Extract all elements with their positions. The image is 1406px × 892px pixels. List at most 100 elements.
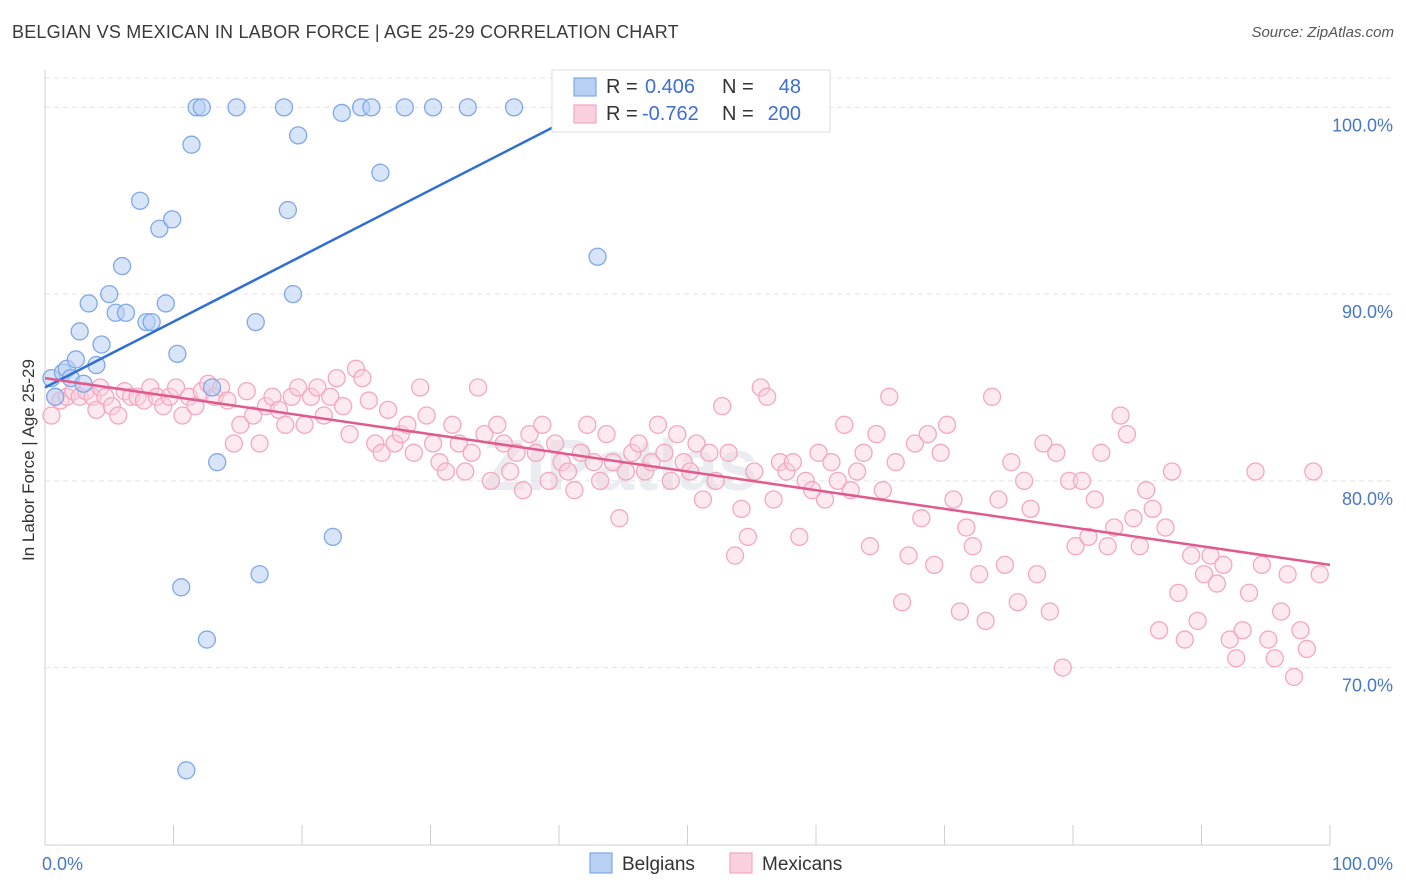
point-mexicans — [1117, 425, 1137, 444]
x-tick-label: 100.0% — [1332, 854, 1393, 874]
point-belgians — [142, 312, 161, 332]
point-belgians — [274, 98, 294, 117]
point-mexicans — [899, 546, 918, 565]
point-mexicans — [224, 434, 244, 453]
point-belgians — [192, 98, 211, 117]
point-mexicans — [488, 415, 507, 434]
point-mexicans — [443, 415, 462, 434]
point-mexicans — [96, 387, 115, 406]
series-belgians — [42, 98, 607, 780]
point-mexicans — [957, 518, 976, 537]
point-mexicans — [1239, 583, 1259, 603]
point-belgians — [278, 200, 298, 220]
chart-title: BELGIAN VS MEXICAN IN LABOR FORCE | AGE … — [12, 22, 679, 42]
point-mexicans — [423, 434, 443, 453]
bottom-legend-belgians: Belgians — [622, 854, 695, 875]
point-belgians — [168, 344, 187, 364]
point-mexicans — [610, 509, 629, 528]
point-mexicans — [963, 537, 982, 556]
point-mexicans — [616, 462, 635, 481]
point-mexicans — [501, 462, 520, 481]
point-belgians — [66, 350, 85, 369]
legend-swatch-belgians — [573, 77, 597, 97]
trendline-mexicans — [44, 376, 1331, 567]
legend-r-label: R = — [606, 76, 638, 98]
point-mexicans — [1130, 537, 1149, 556]
legend-box: R = 0.406 N = 48 R = -0.762 N = 200 — [551, 69, 831, 133]
point-mexicans — [462, 443, 481, 462]
point-mexicans — [456, 462, 475, 481]
point-mexicans — [1310, 565, 1329, 584]
axes — [44, 70, 1331, 846]
point-mexicans — [623, 443, 642, 462]
point-mexicans — [867, 425, 886, 444]
point-mexicans — [1169, 583, 1188, 603]
point-mexicans — [1072, 471, 1092, 490]
point-mexicans — [892, 593, 912, 612]
point-mexicans — [513, 481, 533, 500]
point-belgians — [588, 247, 607, 266]
point-mexicans — [918, 425, 937, 444]
point-mexicans — [982, 387, 1002, 406]
point-mexicans — [359, 391, 378, 410]
point-mexicans — [648, 415, 668, 434]
point-mexicans — [1207, 574, 1227, 593]
legend-swatch-mexicans — [573, 104, 597, 124]
point-mexicans — [333, 396, 353, 416]
point-mexicans — [822, 453, 841, 472]
point-mexicans — [295, 415, 314, 434]
trend-layer — [44, 109, 1331, 567]
point-mexicans — [1252, 555, 1272, 575]
point-mexicans — [244, 406, 263, 425]
point-mexicans — [565, 481, 584, 500]
point-mexicans — [590, 471, 610, 490]
legend-n-value: 48 — [779, 76, 801, 98]
point-mexicans — [1233, 621, 1252, 640]
point-mexicans — [777, 462, 796, 481]
point-mexicans — [809, 443, 828, 462]
point-mexicans — [713, 396, 732, 416]
y-tick-label: 70.0% — [1342, 676, 1393, 696]
y-tick-label: 100.0% — [1332, 115, 1393, 135]
point-mexicans — [526, 443, 546, 462]
point-mexicans — [1284, 667, 1304, 687]
bottom-legend-swatch-mexicans — [729, 852, 753, 874]
point-mexicans — [436, 462, 456, 481]
point-mexicans — [1085, 490, 1104, 509]
x-tick-label: 0.0% — [42, 854, 83, 874]
point-belgians — [458, 98, 477, 117]
point-belgians — [227, 98, 246, 117]
point-mexicans — [995, 555, 1015, 575]
point-mexicans — [1053, 658, 1072, 677]
point-mexicans — [629, 434, 648, 453]
point-mexicans — [1291, 621, 1310, 640]
series-mexicans — [42, 359, 1329, 687]
point-mexicans — [790, 527, 809, 547]
point-belgians — [197, 630, 217, 649]
point-belgians — [92, 335, 111, 354]
point-belgians — [246, 312, 265, 332]
point-mexicans — [282, 387, 301, 406]
point-belgians — [283, 284, 303, 304]
legend-r-label: R = — [606, 103, 638, 125]
point-mexicans — [1066, 537, 1085, 556]
point-mexicans — [931, 443, 950, 462]
point-mexicans — [404, 443, 423, 462]
point-belgians — [332, 103, 351, 123]
point-mexicans — [481, 471, 501, 490]
point-mexicans — [578, 415, 597, 434]
point-mexicans — [520, 425, 539, 444]
point-mexicans — [42, 406, 61, 425]
point-belgians — [130, 191, 150, 210]
point-mexicans — [340, 425, 359, 444]
y-tick-label: 90.0% — [1342, 302, 1393, 322]
point-mexicans — [1304, 462, 1323, 481]
point-mexicans — [693, 490, 713, 509]
y-axis-label: In Labor Force | Age 25-29 — [19, 359, 38, 561]
point-mexicans — [944, 490, 963, 509]
point-mexicans — [1272, 602, 1291, 621]
point-mexicans — [102, 396, 121, 416]
point-mexicans — [1278, 565, 1297, 584]
point-mexicans — [558, 462, 578, 481]
point-mexicans — [1156, 518, 1175, 537]
